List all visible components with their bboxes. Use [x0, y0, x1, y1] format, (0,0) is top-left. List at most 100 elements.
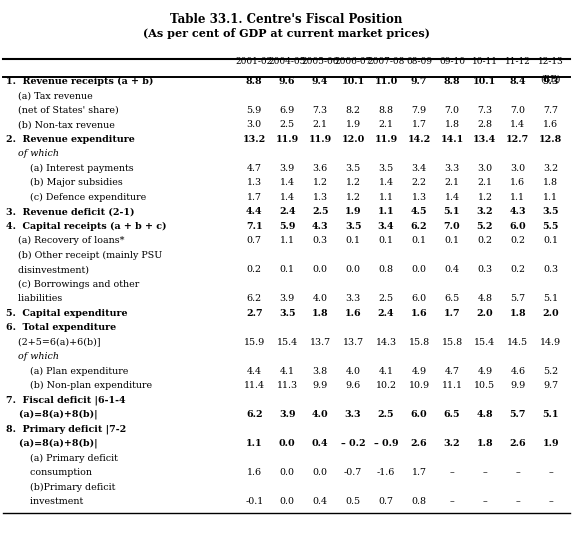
Text: 0.1: 0.1: [411, 236, 426, 245]
Text: (a) Primary deficit: (a) Primary deficit: [6, 454, 117, 463]
Text: 1.2: 1.2: [313, 178, 328, 187]
Text: (b) Major subsidies: (b) Major subsidies: [6, 178, 123, 187]
Text: 14.5: 14.5: [507, 338, 528, 346]
Text: 3.3: 3.3: [346, 294, 361, 303]
Text: 3.3: 3.3: [444, 164, 460, 172]
Text: 4.  Capital receipts (a + b + c): 4. Capital receipts (a + b + c): [6, 222, 166, 231]
Text: 0.5: 0.5: [346, 497, 360, 506]
Text: 2.8: 2.8: [477, 120, 492, 129]
Text: 6.0: 6.0: [411, 294, 426, 303]
Text: 2007-08: 2007-08: [367, 57, 405, 66]
Text: 15.8: 15.8: [409, 338, 430, 346]
Text: 1.4: 1.4: [280, 193, 295, 201]
Text: 5.2: 5.2: [477, 222, 493, 230]
Text: (a) Interest payments: (a) Interest payments: [6, 164, 134, 173]
Text: 13.4: 13.4: [473, 135, 497, 143]
Text: 1.7: 1.7: [411, 120, 426, 129]
Text: 7.9: 7.9: [411, 106, 426, 114]
Text: 0.1: 0.1: [445, 236, 460, 245]
Text: 1.4: 1.4: [445, 193, 460, 201]
Text: 1.1: 1.1: [378, 207, 394, 216]
Text: 0.0: 0.0: [280, 468, 295, 477]
Text: 7.3: 7.3: [477, 106, 492, 114]
Text: 2.5: 2.5: [378, 410, 394, 419]
Text: 08-09: 08-09: [406, 57, 432, 66]
Text: 2.1: 2.1: [379, 120, 394, 129]
Text: 3.4: 3.4: [411, 164, 426, 172]
Text: 7.1: 7.1: [246, 222, 262, 230]
Text: 4.1: 4.1: [379, 367, 394, 375]
Text: 0.2: 0.2: [247, 265, 262, 274]
Text: 15.9: 15.9: [244, 338, 265, 346]
Text: 2.6: 2.6: [509, 439, 526, 448]
Text: 2.  Revenue expenditure: 2. Revenue expenditure: [6, 135, 135, 143]
Text: 13.7: 13.7: [343, 338, 364, 346]
Text: 3.5: 3.5: [543, 207, 559, 216]
Text: 5.1: 5.1: [444, 207, 460, 216]
Text: –: –: [482, 468, 487, 477]
Text: 1.8: 1.8: [477, 439, 493, 448]
Text: 15.8: 15.8: [441, 338, 462, 346]
Text: 1.2: 1.2: [477, 193, 492, 201]
Text: – 0.9: – 0.9: [374, 439, 398, 448]
Text: 9.7: 9.7: [543, 381, 558, 390]
Text: 1.6: 1.6: [247, 468, 262, 477]
Text: 7.7: 7.7: [543, 106, 558, 114]
Text: 3.5: 3.5: [378, 164, 394, 172]
Text: 4.4: 4.4: [246, 207, 262, 216]
Text: 7.3: 7.3: [313, 106, 328, 114]
Text: 9.9: 9.9: [312, 381, 328, 390]
Text: 3.5: 3.5: [279, 309, 296, 317]
Text: 0.3: 0.3: [313, 236, 328, 245]
Text: 2.4: 2.4: [279, 207, 296, 216]
Text: 9.9: 9.9: [510, 381, 525, 390]
Text: 1.4: 1.4: [379, 178, 394, 187]
Text: 0.2: 0.2: [477, 236, 492, 245]
Text: 1.6: 1.6: [511, 178, 525, 187]
Text: 7.  Fiscal deficit |6-1-4: 7. Fiscal deficit |6-1-4: [6, 395, 125, 405]
Text: 12.7: 12.7: [506, 135, 529, 143]
Text: 1.2: 1.2: [346, 178, 360, 187]
Text: 6.2: 6.2: [247, 294, 262, 303]
Text: -1.6: -1.6: [377, 468, 395, 477]
Text: 0.0: 0.0: [313, 468, 328, 477]
Text: 7.0: 7.0: [445, 106, 460, 114]
Text: 3.6: 3.6: [312, 164, 328, 172]
Text: 6.5: 6.5: [444, 410, 460, 419]
Text: 1.1: 1.1: [246, 439, 262, 448]
Text: 4.9: 4.9: [411, 367, 426, 375]
Text: 0.1: 0.1: [346, 236, 360, 245]
Text: 0.1: 0.1: [280, 265, 295, 274]
Text: 4.6: 4.6: [511, 367, 525, 375]
Text: 11.9: 11.9: [375, 135, 398, 143]
Text: 5.9: 5.9: [246, 106, 262, 114]
Text: 0.0: 0.0: [279, 439, 296, 448]
Text: 4.0: 4.0: [313, 294, 328, 303]
Text: 0.3: 0.3: [543, 265, 558, 274]
Text: 8.8: 8.8: [246, 77, 262, 85]
Text: 1.7: 1.7: [247, 193, 262, 201]
Text: 2.5: 2.5: [312, 207, 328, 216]
Text: 6.2: 6.2: [246, 410, 262, 419]
Text: 9.6: 9.6: [279, 77, 296, 85]
Text: 4.3: 4.3: [509, 207, 526, 216]
Text: 5.  Capital expenditure: 5. Capital expenditure: [6, 309, 127, 317]
Text: 2.7: 2.7: [246, 309, 262, 317]
Text: 1.3: 1.3: [313, 193, 328, 201]
Text: (c) Defence expenditure: (c) Defence expenditure: [6, 193, 146, 202]
Text: 0.8: 0.8: [379, 265, 394, 274]
Text: 0.0: 0.0: [411, 265, 426, 274]
Text: 13.7: 13.7: [309, 338, 331, 346]
Text: 1.6: 1.6: [543, 120, 558, 129]
Text: –: –: [450, 497, 454, 506]
Text: 1.9: 1.9: [345, 207, 362, 216]
Text: 2.1: 2.1: [313, 120, 328, 129]
Text: (a)=8(a)+8(b)|: (a)=8(a)+8(b)|: [6, 439, 97, 448]
Text: 0.0: 0.0: [280, 497, 295, 506]
Text: 6.5: 6.5: [444, 294, 460, 303]
Text: 1.1: 1.1: [379, 193, 394, 201]
Text: 12.0: 12.0: [342, 135, 365, 143]
Text: (As per cent of GDP at current market prices): (As per cent of GDP at current market pr…: [143, 28, 430, 39]
Text: 2.1: 2.1: [477, 178, 492, 187]
Text: 6.  Total expenditure: 6. Total expenditure: [6, 323, 116, 332]
